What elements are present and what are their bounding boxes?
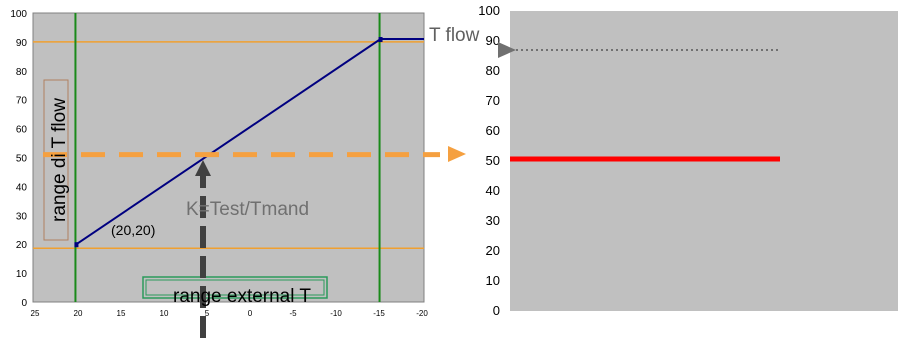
- left-y-tick-label: 20: [16, 240, 28, 251]
- left-y-tick-label: 30: [16, 211, 28, 222]
- right-y-tick-label: 70: [486, 93, 500, 108]
- right-y-tick-label: 40: [486, 183, 500, 198]
- right-chart: 0 10 20 30 40 50 60 70 80 90 100: [478, 3, 898, 318]
- right-y-tick-label: 10: [486, 273, 500, 288]
- range-external-label: range external T: [173, 286, 311, 307]
- curve-start-marker: [74, 242, 79, 248]
- range-t-flow-box: [43, 79, 69, 241]
- left-y-tick-label: 70: [16, 96, 28, 107]
- left-x-tick-label: -15: [373, 309, 385, 318]
- range-external-box: [142, 276, 328, 299]
- right-y-tick-label: 30: [486, 213, 500, 228]
- right-y-tick-label: 60: [486, 123, 500, 138]
- left-y-tick-label: 100: [10, 9, 27, 20]
- left-x-tick-label: 25: [31, 309, 40, 318]
- left-y-tick-label: 80: [16, 67, 28, 78]
- left-x-tick-label: 10: [160, 309, 169, 318]
- range-external-box-inner: [145, 279, 325, 296]
- left-x-tick-label: 5: [205, 309, 210, 318]
- t-flow-label: T flow: [429, 25, 480, 46]
- left-plot-area: [32, 12, 425, 303]
- right-y-tick-label: 20: [486, 243, 500, 258]
- k-formula-label: K=Test/Tmand: [186, 199, 309, 220]
- left-x-tick-label: 15: [117, 309, 126, 318]
- left-x-axis: 25 20 15 10 5 0 -5 -10 -15 -20: [31, 309, 429, 318]
- right-y-axis: 0 10 20 30 40 50 60 70 80 90 100: [478, 3, 500, 318]
- left-x-tick-label: -10: [330, 309, 342, 318]
- left-y-tick-label: 0: [21, 298, 27, 309]
- left-y-tick-label: 50: [16, 154, 28, 165]
- left-x-tick-label: -20: [416, 309, 428, 318]
- point-label: (20,20): [111, 222, 155, 238]
- range-t-flow-label: range di T flow: [49, 98, 70, 222]
- right-y-tick-label: 80: [486, 63, 500, 78]
- external-t-arrowhead: [195, 160, 211, 176]
- left-y-tick-label: 10: [16, 269, 28, 280]
- right-y-tick-label: 0: [493, 303, 500, 318]
- left-x-tick-label: 0: [248, 309, 253, 318]
- left-x-tick-label: -5: [289, 309, 297, 318]
- curve-end-marker: [378, 37, 383, 43]
- right-y-tick-label: 50: [486, 153, 500, 168]
- left-x-tick-label: 20: [74, 309, 83, 318]
- left-y-axis: 0 10 20 30 40 50 60 70 80 90 100: [10, 9, 27, 309]
- projection-arrowhead: [448, 146, 466, 162]
- right-y-tick-label: 100: [478, 3, 500, 18]
- right-y-tick-label: 90: [486, 33, 500, 48]
- left-y-tick-label: 90: [16, 38, 28, 49]
- left-y-tick-label: 40: [16, 182, 28, 193]
- left-y-tick-label: 60: [16, 125, 28, 136]
